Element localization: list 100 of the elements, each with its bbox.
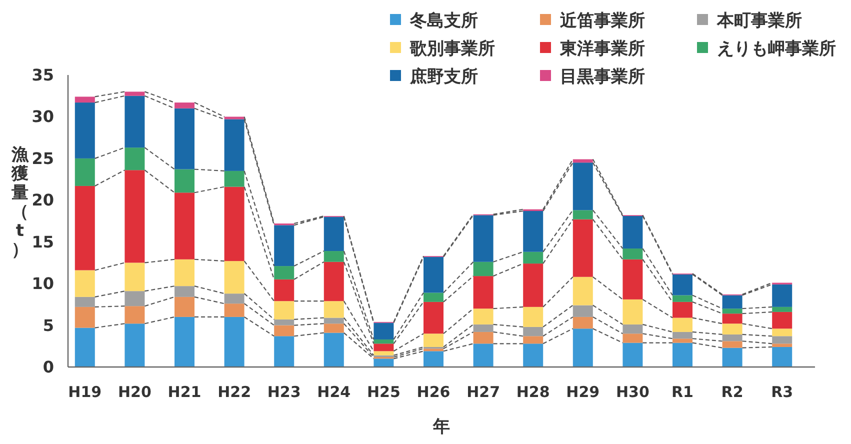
bar (572, 162, 593, 210)
bar (324, 251, 344, 262)
bar (174, 286, 194, 297)
bar (274, 279, 294, 302)
bar (572, 159, 593, 163)
bar (523, 264, 544, 307)
bar (174, 296, 194, 317)
bar (124, 170, 145, 263)
y-tick-label: 30 (32, 107, 54, 126)
bar (374, 322, 394, 340)
bar (424, 302, 444, 334)
y-tick-label: 5 (42, 316, 54, 335)
bar (473, 276, 494, 309)
bar (324, 324, 344, 333)
bar (324, 216, 344, 252)
x-tick-label: H24 (317, 383, 351, 401)
bar (622, 259, 643, 300)
x-axis-title: 年 (432, 417, 450, 437)
bar (124, 262, 145, 292)
bar (274, 301, 294, 320)
bar (473, 324, 494, 332)
bar (672, 274, 692, 296)
bar (324, 262, 344, 302)
bar (124, 148, 145, 170)
bar (772, 336, 792, 344)
bar (523, 210, 544, 252)
bar (722, 295, 742, 309)
bar (772, 328, 792, 336)
bar (722, 308, 742, 314)
bar (622, 216, 643, 249)
bar (722, 314, 742, 324)
bar (523, 336, 544, 344)
bar (224, 261, 244, 294)
bar (124, 291, 145, 306)
bar (174, 316, 194, 367)
bar (274, 336, 294, 367)
bar (224, 294, 244, 304)
y-tick-label: 35 (32, 66, 54, 84)
bar (672, 342, 692, 367)
legend-label: えりも岬事業所 (717, 39, 836, 59)
legend-label: 本町事業所 (716, 11, 802, 31)
bar (473, 215, 494, 262)
bar (424, 348, 444, 352)
bar (374, 358, 394, 367)
bar (772, 312, 792, 329)
bar (622, 248, 643, 260)
x-tick-label: H20 (118, 383, 152, 401)
bar (174, 102, 194, 108)
y-tick-label: 10 (32, 274, 54, 294)
bar (473, 332, 494, 344)
bar (224, 304, 244, 317)
x-tick-label: H21 (168, 383, 202, 401)
x-tick-label: H22 (218, 383, 252, 401)
bar (672, 295, 692, 302)
bar (424, 292, 444, 302)
y-tick-label: 20 (32, 190, 54, 210)
bar (772, 344, 792, 347)
x-tick-label: H23 (267, 383, 301, 401)
bar (274, 319, 294, 326)
bar (224, 170, 244, 187)
bar (523, 344, 544, 367)
legend-label: 目黒事業所 (560, 67, 645, 87)
bar (74, 96, 95, 103)
bar (572, 276, 593, 306)
bar (424, 334, 444, 347)
bar (672, 338, 692, 343)
bar (124, 96, 145, 148)
y-tick-label: 15 (32, 232, 54, 252)
bar (622, 299, 643, 324)
x-tick-label: R2 (721, 383, 744, 401)
bar (224, 116, 244, 120)
bar (424, 351, 444, 367)
legend-label: 庶野支所 (409, 67, 478, 87)
x-tick-label: H19 (68, 383, 102, 401)
bar (174, 259, 194, 286)
bar (324, 301, 344, 318)
bar (523, 326, 544, 336)
bar (124, 306, 145, 324)
legend-label: 歌別事業所 (409, 39, 495, 59)
bar (374, 351, 394, 356)
bar (224, 186, 244, 262)
bar (622, 342, 643, 367)
y-tick-label: 25 (32, 148, 54, 168)
x-tick-label: H25 (366, 383, 400, 401)
bar (224, 119, 244, 171)
bar (473, 308, 494, 324)
y-tick-label: 0 (42, 358, 54, 376)
legend-label: 近笛事業所 (559, 11, 645, 31)
x-tick-label: R1 (672, 383, 694, 401)
bar (672, 318, 692, 332)
bar (722, 334, 742, 342)
x-tick-label: H30 (616, 383, 650, 401)
bar (74, 186, 95, 270)
x-tick-label: H29 (566, 383, 600, 401)
bar (473, 262, 494, 276)
bar (74, 306, 95, 328)
bar (572, 219, 593, 277)
bar (572, 316, 593, 329)
bar (74, 158, 95, 186)
bar (374, 344, 394, 352)
